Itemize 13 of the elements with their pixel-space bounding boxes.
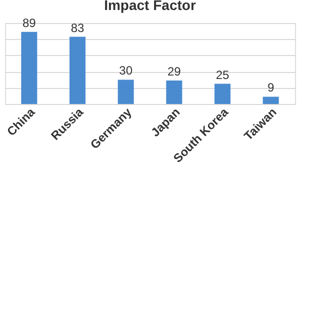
bar [214, 84, 230, 104]
chart-title: Impact Factor [104, 0, 196, 13]
bar [166, 80, 182, 104]
data-label: 25 [216, 68, 230, 82]
bar [70, 36, 86, 104]
data-label: 9 [267, 80, 274, 95]
bar [21, 32, 38, 104]
data-label: 89 [22, 16, 36, 30]
bar [118, 80, 134, 104]
data-label: 30 [119, 64, 133, 78]
bar [262, 96, 279, 104]
data-label: 83 [70, 20, 84, 35]
data-label: 29 [167, 64, 182, 79]
